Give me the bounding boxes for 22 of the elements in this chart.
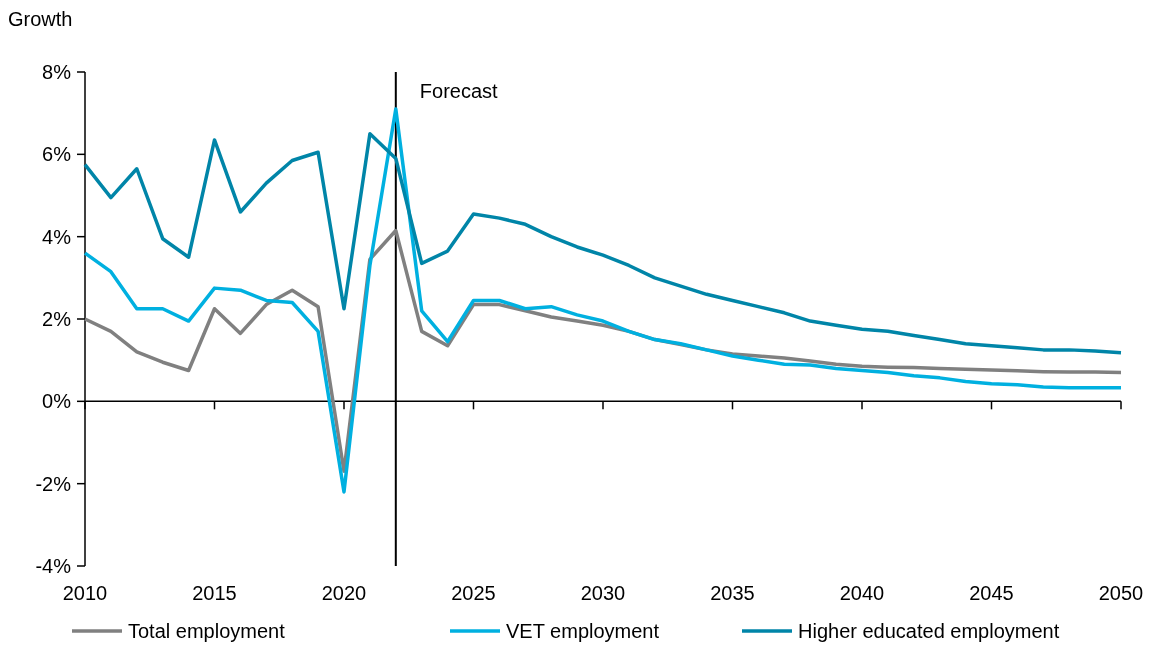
y-tick-label: 0% xyxy=(42,390,72,413)
legend-label: Higher educated employment xyxy=(798,620,1060,642)
y-axis-title: Growth xyxy=(8,8,73,30)
x-tick-label: 2045 xyxy=(969,582,1014,604)
y-tick-label: -4% xyxy=(35,555,72,577)
y-tick-label: -2% xyxy=(35,472,72,495)
x-tick-label: 2040 xyxy=(839,582,885,604)
y-tick-label: 4% xyxy=(42,225,72,248)
legend-label: Total employment xyxy=(128,620,286,642)
x-tick-label: 2020 xyxy=(321,582,367,604)
legend-label: VET employment xyxy=(506,620,660,642)
x-tick-label: 2015 xyxy=(192,582,237,604)
x-tick-label: 2035 xyxy=(710,582,755,604)
x-tick-label: 2030 xyxy=(580,582,626,604)
y-tick-label: 6% xyxy=(42,143,72,166)
y-tick-label: 2% xyxy=(42,308,72,330)
y-tick-label: 8% xyxy=(42,61,72,83)
x-tick-label: 2025 xyxy=(451,582,496,604)
x-tick-label: 2050 xyxy=(1098,582,1144,604)
ref-line-label: Forecast xyxy=(419,80,499,102)
x-tick-label: 2010 xyxy=(62,582,108,604)
line-series xyxy=(83,132,1123,355)
